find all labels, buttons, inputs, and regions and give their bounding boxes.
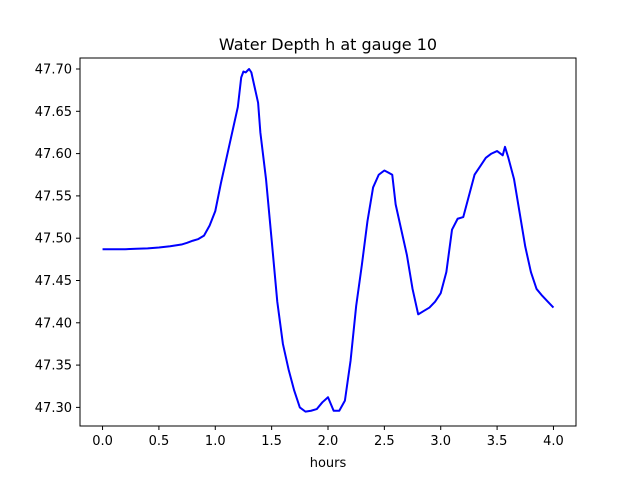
series-line-0 — [102, 68, 555, 413]
x-tick-label: 0.0 — [92, 434, 113, 449]
x-axis-label: hours — [310, 456, 347, 471]
x-tick-label: 3.0 — [430, 434, 451, 449]
y-axis-ticks: 47.30 47.35 47.40 47.45 47.50 47.55 47.60 47.65… — [35, 62, 80, 416]
plot-area — [102, 68, 555, 413]
y-tick-label: 47.40 — [35, 316, 72, 331]
y-tick-label: 47.55 — [35, 189, 72, 204]
y-tick-label: 47.30 — [35, 401, 72, 416]
x-axis-ticks: 0.0 0.5 1.0 1.5 2.0 2.5 3.0 3.5 4.0 — [92, 426, 564, 449]
y-tick-label: 47.50 — [35, 232, 72, 247]
x-tick-label: 2.5 — [374, 434, 395, 449]
y-tick-label: 47.60 — [35, 147, 72, 162]
y-tick-label: 47.65 — [35, 105, 72, 120]
x-tick-label: 1.0 — [205, 434, 226, 449]
y-tick-label: 47.35 — [35, 359, 72, 374]
axes-frame — [79, 57, 577, 427]
y-tick-label: 47.45 — [35, 274, 72, 289]
x-tick-label: 2.0 — [318, 434, 339, 449]
x-tick-label: 1.5 — [261, 434, 282, 449]
x-tick-label: 0.5 — [149, 434, 170, 449]
x-tick-label: 3.5 — [487, 434, 508, 449]
y-tick-label: 47.70 — [35, 62, 72, 77]
x-tick-label: 4.0 — [543, 434, 564, 449]
chart-title: Water Depth h at gauge 10 — [219, 35, 437, 54]
